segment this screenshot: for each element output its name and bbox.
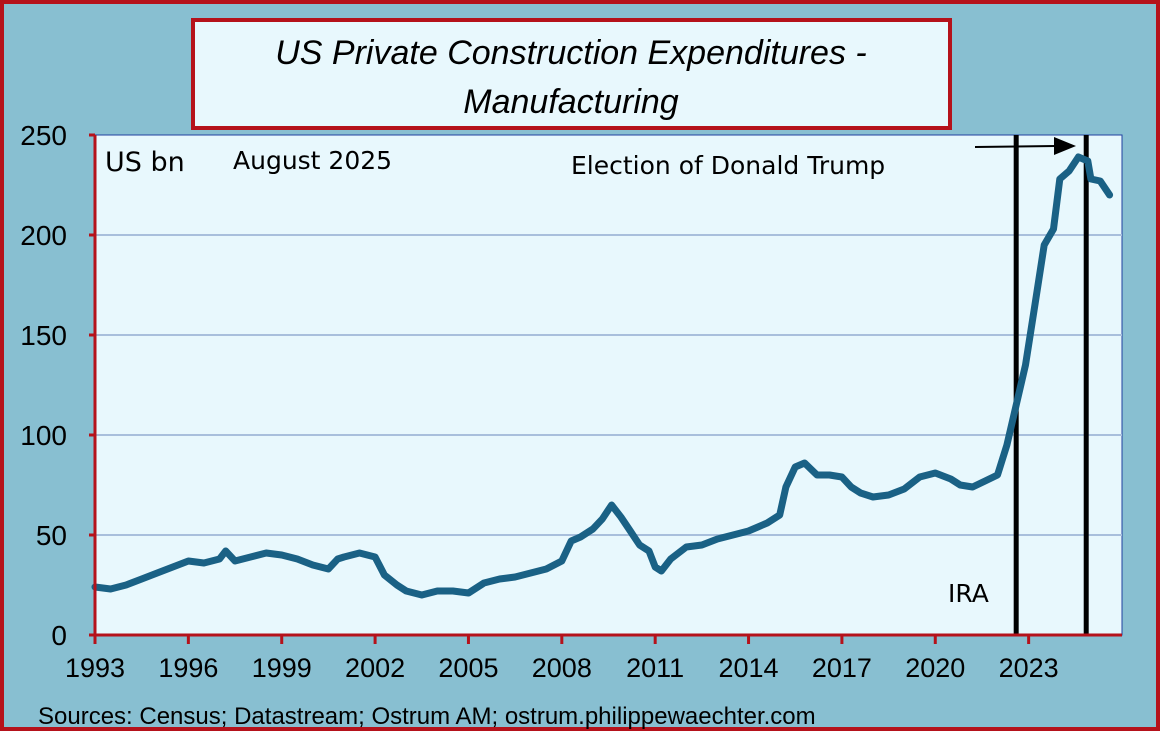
y-tick-label: 150 xyxy=(20,320,67,351)
y-tick-label: 50 xyxy=(36,520,67,551)
x-tick-label: 2014 xyxy=(719,653,779,683)
annotation-election: Election of Donald Trump xyxy=(571,151,885,180)
election-arrow-line xyxy=(974,145,1057,148)
annotation-ira: IRA xyxy=(948,579,989,608)
date-label: August 2025 xyxy=(233,146,392,175)
y-tick-label: 100 xyxy=(20,420,67,451)
event-lines xyxy=(1013,135,1089,635)
title-box xyxy=(191,18,952,130)
x-tick-label: 1993 xyxy=(65,653,125,683)
x-tick-label: 2008 xyxy=(532,653,592,683)
x-tick-label: 2017 xyxy=(812,653,872,683)
chart-title-line1: US Private Construction Expenditures - xyxy=(275,34,866,72)
x-tick-label: 2005 xyxy=(438,653,498,683)
unit-label: US bn xyxy=(105,147,185,178)
x-tick-label: 2023 xyxy=(999,653,1059,683)
source-note: Sources: Census; Datastream; Ostrum AM; … xyxy=(38,703,816,730)
arrow-head-icon xyxy=(1054,137,1076,155)
y-tick-label: 0 xyxy=(51,620,67,651)
gridlines xyxy=(95,234,1122,536)
x-tick-label: 2011 xyxy=(626,653,684,683)
y-tick-label: 250 xyxy=(20,120,67,151)
chart-title-line2: Manufacturing xyxy=(463,83,679,121)
y-tick-label: 200 xyxy=(20,220,67,251)
x-tick-label: 2020 xyxy=(905,653,965,683)
x-tick-label: 2002 xyxy=(345,653,405,683)
series-line-manufacturing xyxy=(91,153,1114,599)
x-ticks: 1993 1996 1999 2002 2005 2008 2011 2014 2017 2020… xyxy=(65,635,1059,683)
y-ticks: 0 50 100 150 200 250 xyxy=(20,120,95,651)
x-tick-label: 1996 xyxy=(158,653,218,683)
x-tick-label: 1999 xyxy=(252,653,312,683)
